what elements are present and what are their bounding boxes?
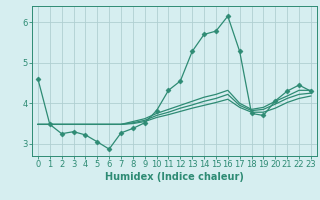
X-axis label: Humidex (Indice chaleur): Humidex (Indice chaleur) xyxy=(105,172,244,182)
